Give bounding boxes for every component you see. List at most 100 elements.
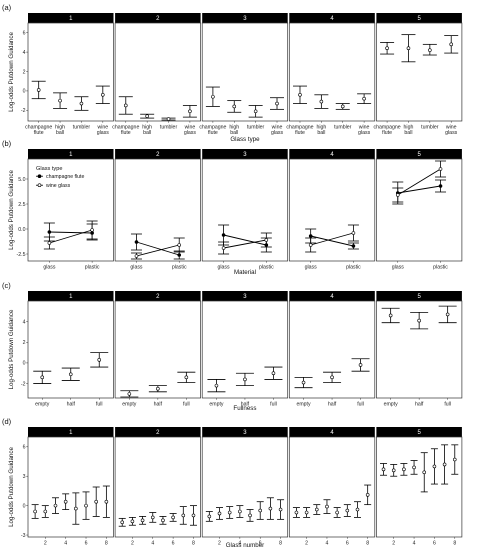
panel-frame-r3-2: [201, 436, 289, 538]
data-point-r1-p2-s1-c1: [264, 238, 269, 242]
data-point-r2-p0-s0-c2: [97, 358, 102, 362]
data-point-r0-p3-s0-c1: [319, 99, 324, 104]
data-point-r3-p1-s0-c4: [161, 518, 165, 523]
data-point-r3-p3-s0-c2: [314, 507, 319, 512]
x-tick-label-r2-4-0: empty: [384, 402, 399, 408]
panel-frame-r1-2: [201, 158, 289, 262]
panel-frame-r1-4: [376, 158, 463, 262]
strip-r3-4: [376, 427, 462, 437]
data-point-r3-p1-s0-c7: [191, 513, 196, 518]
strip-label-r2-3: 4: [330, 294, 334, 300]
x-tick-label-r2-3-2: full: [357, 402, 364, 408]
y-tick-label-r3-1: 0: [23, 503, 26, 509]
legend-title: Glass type: [36, 166, 62, 172]
strip-r1-2: [202, 149, 288, 159]
data-point-r2-p1-s0-c1: [156, 386, 160, 391]
x-tick-label-r0-1-0: champagne flute: [112, 125, 139, 136]
chart-row-0: (a) Log-odds Putdown Guidance Glass type -2…: [2, 3, 463, 143]
strip-label-r0-2: 3: [243, 16, 247, 22]
data-point-r0-p4-s0-c3: [449, 42, 454, 47]
data-point-r1-p3-s0-c0: [308, 234, 313, 238]
legend-label-1: wine glass: [46, 183, 71, 189]
strip-label-r3-1: 2: [156, 430, 160, 436]
data-point-r3-p2-s0-c2: [227, 510, 232, 515]
data-point-r3-p4-s0-c2: [402, 467, 406, 472]
x-tick-label-r0-0-0: champagne flute: [25, 125, 52, 136]
data-point-r1-p4-s0-c1: [438, 184, 443, 188]
data-point-r0-p2-s0-c3: [275, 101, 279, 106]
legend-label-0: champagne flute: [46, 174, 84, 180]
x-tick-label-r3-1-0: 2: [131, 541, 134, 547]
x-tick-label-r0-0-2: tumbler: [73, 125, 91, 131]
data-point-r2-p0-s0-c1: [68, 372, 73, 377]
x-tick-label-r0-1-1: high ball: [142, 125, 152, 136]
data-point-r2-p4-s0-c2: [445, 312, 450, 317]
x-tick-label-r0-4-0: champagne flute: [374, 125, 401, 136]
strip-label-r2-1: 2: [156, 294, 160, 300]
data-point-r2-p1-s0-c0: [127, 392, 132, 396]
panel-r1-4: 5 glass plastic: [376, 149, 463, 271]
strip-r2-2: [202, 291, 288, 301]
data-point-r3-p1-s0-c3: [150, 515, 155, 520]
x-axis-title-3: Glass number: [226, 542, 265, 549]
x-axis-title-1: Material: [234, 269, 256, 276]
data-point-r1-p1-s0-c1: [177, 253, 182, 257]
panel-r3-2: 3 2 4 6 8: [201, 427, 289, 547]
data-point-r3-p3-s0-c5: [345, 508, 350, 513]
panel-frame-r3-1: [114, 436, 201, 538]
data-point-r3-p2-s0-c6: [268, 506, 273, 511]
data-point-r0-p1-s0-c1: [145, 114, 149, 118]
x-tick-label-r0-1-2: tumbler: [160, 125, 178, 131]
panel-frame-r3-3: [288, 436, 376, 538]
subplot-tag-0: (a): [2, 3, 12, 12]
data-point-r1-p2-s0-c0: [221, 233, 226, 237]
strip-r2-0: [28, 291, 114, 301]
data-point-r2-p1-s0-c2: [184, 375, 189, 380]
data-point-r3-p1-s0-c6: [181, 513, 186, 518]
data-point-r2-p4-s0-c1: [417, 318, 421, 323]
x-tick-label-r1-2-0: glass: [218, 265, 231, 271]
strip-r0-4: [376, 13, 462, 23]
x-tick-label-r1-1-1: plastic: [172, 265, 187, 271]
data-point-r2-p2-s0-c2: [271, 371, 276, 376]
y-axis-title-0: Log-odds Putdown Guidance: [8, 32, 15, 112]
x-tick-label-r3-2-2: 6: [259, 541, 262, 547]
data-point-r3-p4-s0-c3: [412, 465, 416, 470]
data-point-r3-p3-s0-c3: [325, 504, 329, 509]
subplot-tag-3: (d): [2, 417, 12, 426]
data-point-r3-p0-s0-c5: [84, 503, 88, 508]
panel-r1-3: 4 glass plastic: [288, 149, 376, 271]
panel-frame-r0-4: [376, 22, 463, 122]
y-axis-title-1: Log-odds Putdown Guidance: [8, 170, 15, 250]
y-tick-label-r0-2: 2: [23, 69, 26, 75]
data-point-r3-p3-s0-c7: [365, 493, 370, 497]
data-point-r1-p2-s1-c0: [221, 246, 226, 250]
x-tick-label-r3-2-0: 2: [218, 541, 221, 547]
strip-label-r1-3: 4: [330, 152, 334, 158]
strip-label-r1-4: 5: [417, 152, 421, 158]
strip-label-r0-4: 5: [417, 16, 421, 22]
x-tick-label-r1-3-0: glass: [305, 265, 318, 271]
x-tick-label-r3-0-0: 2: [44, 541, 47, 547]
series-line-r1-p2-s0: [223, 234, 267, 246]
panel-r2-3: 4 empty half full: [288, 291, 376, 408]
data-point-r3-p2-s0-c0: [207, 514, 212, 519]
panel-r2-1: 2 empty half full: [114, 291, 201, 408]
strip-r1-4: [376, 149, 462, 159]
data-point-r1-p3-s1-c0: [308, 243, 313, 247]
x-tick-label-r3-3-2: 6: [346, 541, 349, 547]
x-tick-label-r2-3-0: empty: [296, 402, 311, 408]
data-point-r0-p1-s0-c3: [188, 109, 192, 114]
strip-label-r1-0: 1: [69, 152, 73, 158]
data-point-r3-p3-s0-c6: [355, 507, 360, 512]
x-tick-label-r0-2-2: tumbler: [247, 125, 265, 131]
x-tick-label-r2-1-2: full: [183, 402, 190, 408]
data-point-r1-p4-s1-c1: [438, 167, 443, 171]
x-tick-label-r0-3-1: high ball: [316, 125, 326, 136]
y-tick-label-r2-3: 4: [23, 319, 26, 325]
data-point-r3-p4-s0-c0: [381, 467, 386, 472]
panel-frame-r3-4: [376, 436, 463, 538]
strip-label-r3-2: 3: [243, 430, 247, 436]
